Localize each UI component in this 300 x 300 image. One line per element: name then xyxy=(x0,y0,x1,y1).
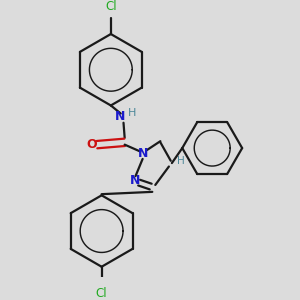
Text: N: N xyxy=(130,174,140,187)
Text: Cl: Cl xyxy=(96,287,107,300)
Text: H: H xyxy=(177,156,185,166)
Text: N: N xyxy=(138,147,148,160)
Text: H: H xyxy=(128,108,136,118)
Text: Cl: Cl xyxy=(105,0,117,13)
Text: N: N xyxy=(115,110,125,124)
Text: O: O xyxy=(86,138,97,151)
